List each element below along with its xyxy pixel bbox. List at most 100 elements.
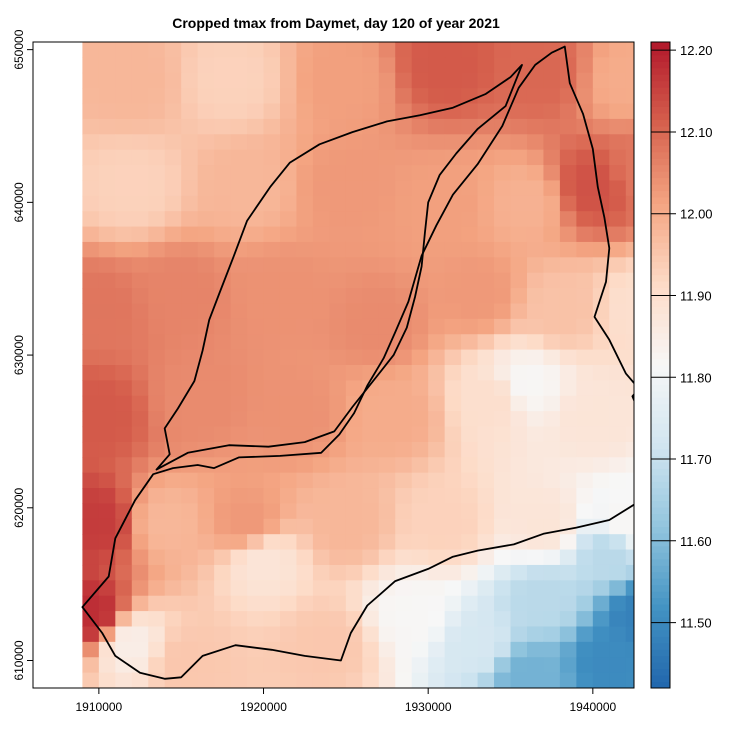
raster-cell <box>197 503 215 520</box>
raster-cell <box>312 226 330 243</box>
raster-cell <box>395 626 413 643</box>
raster-cell <box>576 457 594 474</box>
raster-cell <box>247 549 265 566</box>
raster-cell <box>296 380 314 397</box>
raster-cell <box>461 472 479 489</box>
raster-cell <box>477 595 495 612</box>
raster-cell <box>510 657 528 674</box>
raster-cell <box>510 349 528 366</box>
raster-cell <box>115 549 133 566</box>
raster-cell <box>214 334 232 351</box>
raster-cell <box>395 88 413 105</box>
colorbar-swatch <box>651 190 670 198</box>
raster-cell <box>477 334 495 351</box>
raster-cell <box>378 503 396 520</box>
raster-cell <box>411 395 429 412</box>
raster-cell <box>98 241 116 258</box>
raster-cell <box>312 564 330 581</box>
raster-cell <box>609 103 627 120</box>
raster-cell <box>345 272 363 289</box>
raster-cell <box>279 380 298 397</box>
raster-cell <box>559 349 577 366</box>
colorbar-swatch <box>651 532 670 540</box>
raster-cell <box>543 580 561 597</box>
raster-cell <box>576 441 594 458</box>
raster-cell <box>329 226 347 243</box>
raster-cell <box>148 395 166 412</box>
watershed-boundaries <box>81 45 634 680</box>
raster-cell <box>82 580 100 597</box>
raster-cell <box>197 149 215 166</box>
raster-cell <box>82 411 100 428</box>
raster-cell <box>115 288 133 305</box>
raster-cell <box>164 380 182 397</box>
raster-cell <box>592 564 610 581</box>
raster-cell <box>230 195 248 212</box>
raster-cell <box>461 657 479 674</box>
x-tick-label: 1940000 <box>569 700 616 714</box>
raster-cell <box>362 441 380 458</box>
raster-cell <box>559 441 577 458</box>
raster-cell <box>312 180 330 197</box>
raster-cell <box>230 334 248 351</box>
raster-cell <box>181 395 199 412</box>
raster-cell <box>98 611 116 628</box>
raster-cell <box>345 180 363 197</box>
raster-cell <box>625 441 634 458</box>
raster-cell <box>279 611 298 628</box>
raster-cell <box>477 426 495 443</box>
raster-cell <box>411 365 429 381</box>
raster-cell <box>164 195 182 212</box>
raster-cell <box>625 103 634 120</box>
raster-cell <box>559 657 577 674</box>
raster-cell <box>148 134 166 151</box>
colorbar-tick-label: 12.20 <box>680 43 713 58</box>
raster-cell <box>625 88 634 105</box>
raster-cell <box>345 288 363 305</box>
raster-cell <box>214 180 232 197</box>
raster-cell <box>444 672 462 688</box>
raster-cell <box>214 118 232 135</box>
raster-cell <box>625 118 634 135</box>
raster-cell <box>329 611 347 628</box>
raster-cell <box>428 226 446 243</box>
raster-cell <box>444 195 462 212</box>
raster-cell <box>131 626 149 643</box>
x-tick-label: 1910000 <box>76 700 123 714</box>
raster-cell <box>592 72 610 89</box>
raster-cell <box>164 534 182 551</box>
raster-cell <box>395 472 413 489</box>
raster-cell <box>345 165 363 182</box>
raster-cell <box>592 42 610 58</box>
raster-cell <box>395 72 413 89</box>
raster-cell <box>526 180 545 197</box>
raster-cell <box>461 349 479 366</box>
raster-cell <box>197 88 215 105</box>
raster-cell <box>131 165 149 182</box>
raster-cell <box>148 42 166 58</box>
raster-cell <box>164 118 182 135</box>
raster-cell <box>592 395 610 412</box>
raster-cell <box>82 457 100 474</box>
raster-cell <box>609 549 627 566</box>
raster-cell <box>148 149 166 166</box>
raster-cell <box>230 441 248 458</box>
raster-cell <box>411 72 429 89</box>
raster-cell <box>609 457 627 474</box>
raster-cell <box>345 195 363 212</box>
raster-cell <box>312 472 330 489</box>
raster-cell <box>115 149 133 166</box>
raster-cell <box>559 595 577 612</box>
raster-cell <box>263 580 281 597</box>
raster-cell <box>98 365 116 381</box>
raster-cell <box>82 211 100 228</box>
raster-cell <box>164 211 182 228</box>
raster-cell <box>543 611 561 628</box>
raster-cell <box>411 211 429 228</box>
raster-cell <box>625 611 634 628</box>
colorbar-swatch <box>651 242 670 250</box>
raster-cell <box>98 457 116 474</box>
raster-cell <box>378 288 396 305</box>
raster-cell <box>378 534 396 551</box>
raster-cell <box>329 380 347 397</box>
